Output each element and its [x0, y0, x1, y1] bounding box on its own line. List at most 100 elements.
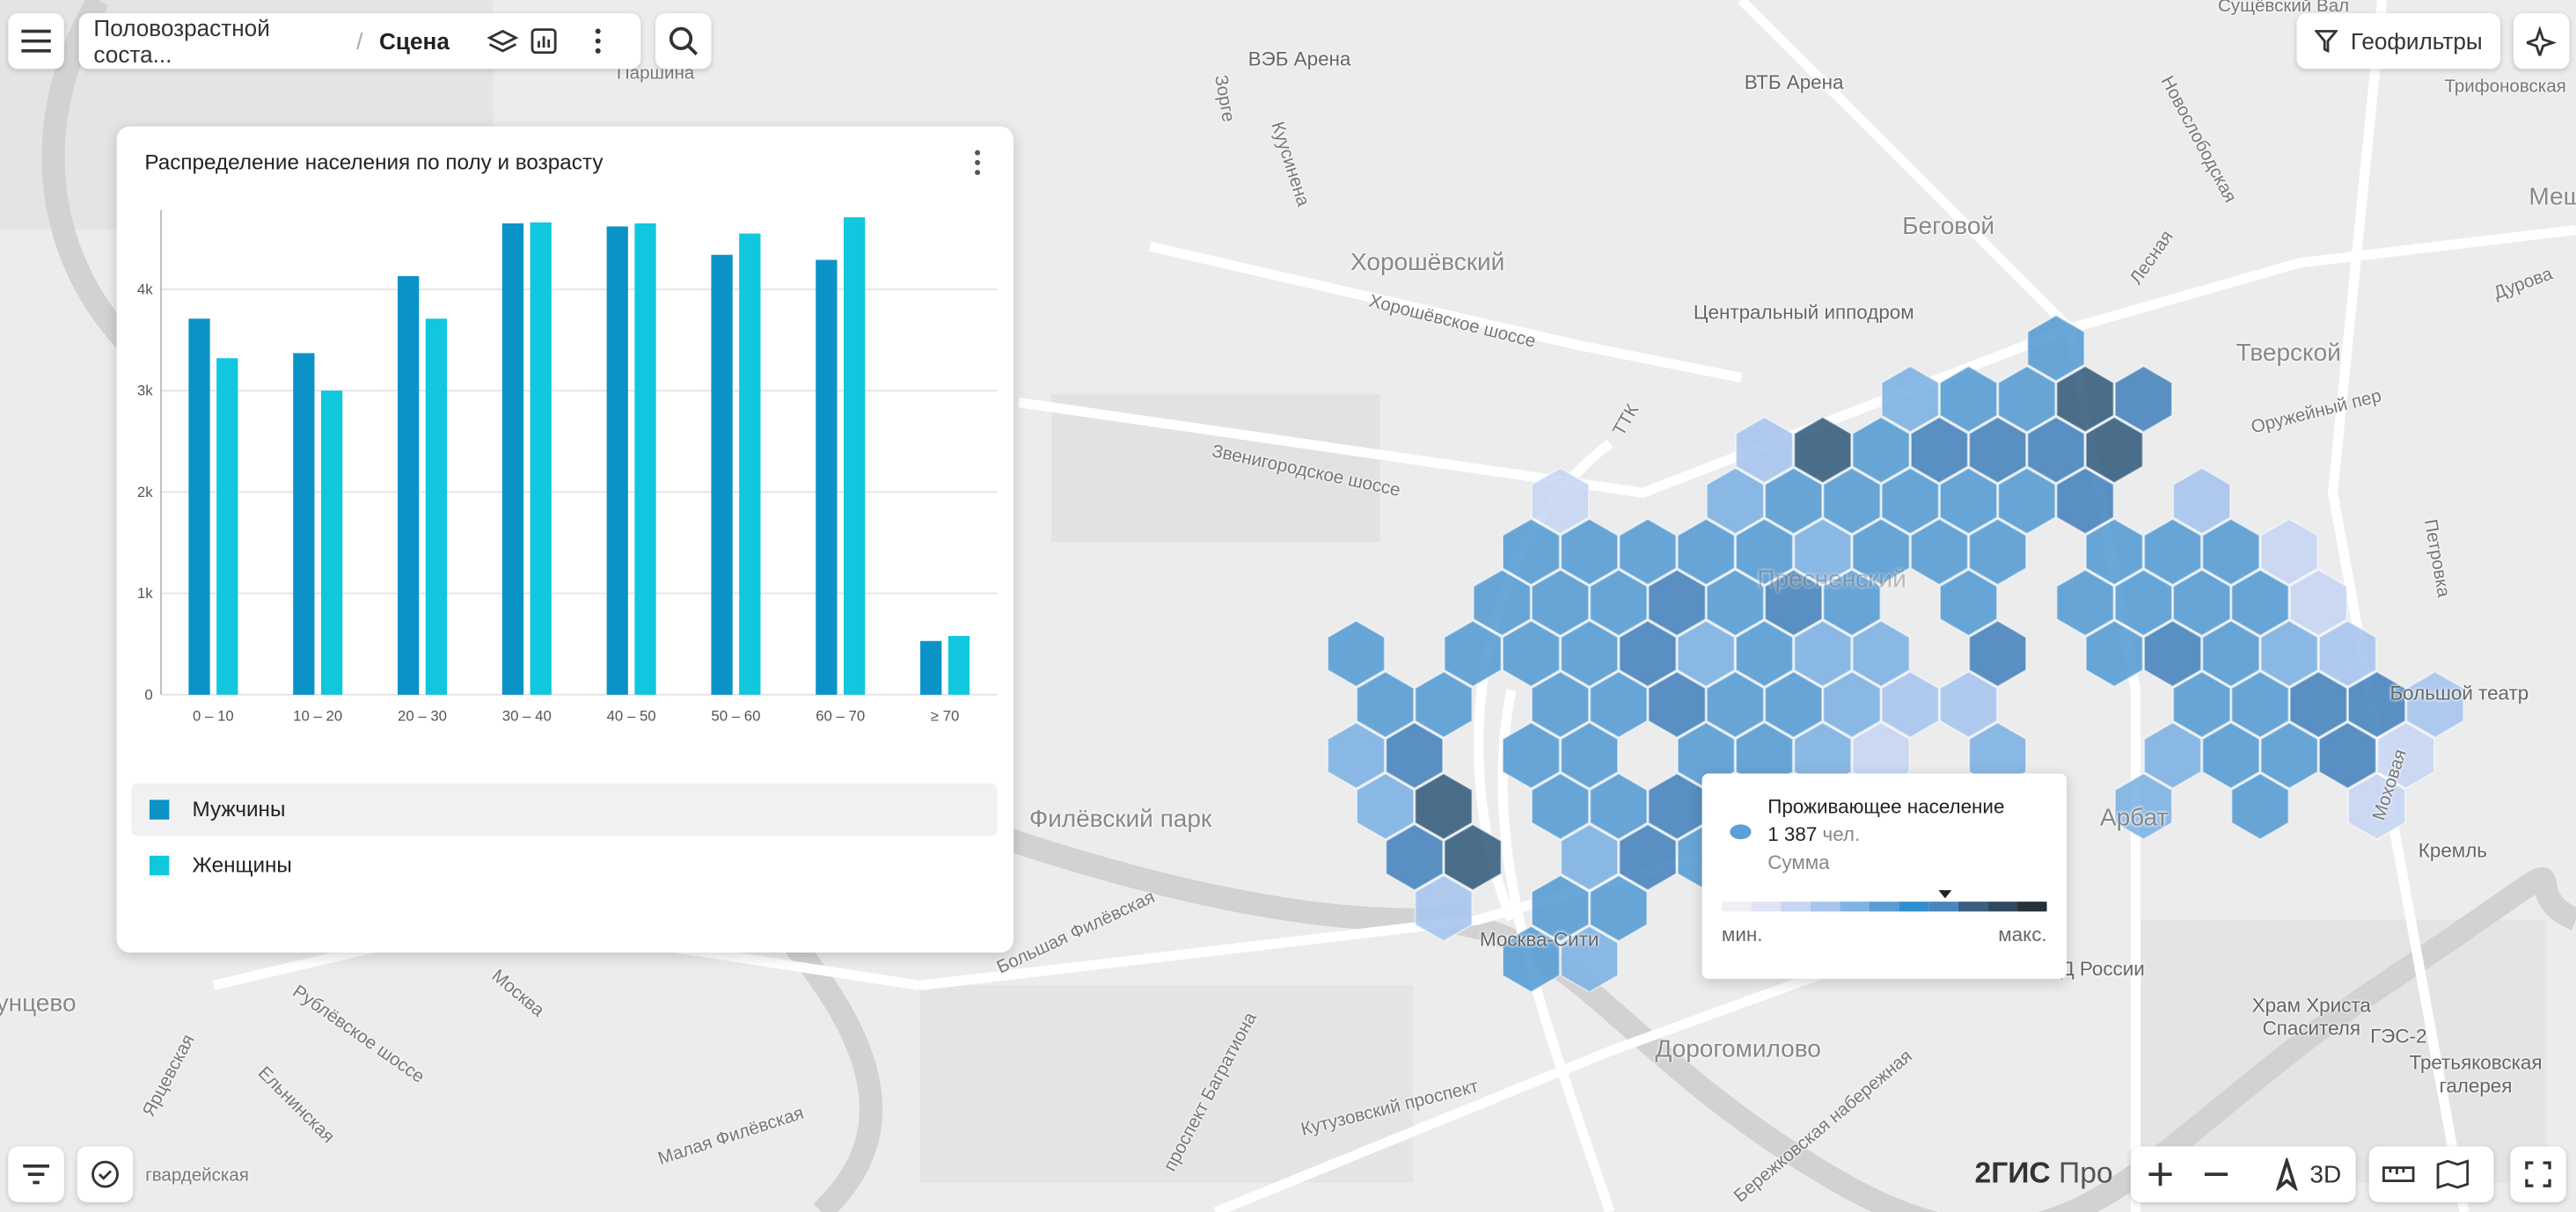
hexbin [2084, 619, 2144, 688]
hexbin [2143, 517, 2202, 586]
hexbin [1327, 721, 1386, 790]
map-label: Филёвский парк [1028, 805, 1212, 834]
hexbin [1502, 619, 1561, 688]
x-tick-label: 40 – 50 [607, 708, 656, 725]
hexbin [1502, 721, 1561, 790]
hexbin [1764, 670, 1823, 739]
ramp-step [1869, 902, 1899, 912]
bar [320, 391, 343, 695]
hexbin [2172, 568, 2231, 637]
hexbin [1531, 670, 1590, 739]
legend-item[interactable]: Мужчины [131, 783, 998, 836]
hexbin [1443, 823, 1503, 892]
breadcrumb-layer[interactable]: Половозрастной соста... [93, 14, 270, 68]
hexbin [2114, 772, 2173, 841]
hexbin [1706, 670, 1765, 739]
filter-button[interactable] [8, 1146, 64, 1202]
map-label: Кремль [2418, 839, 2487, 863]
x-tick-label: 60 – 70 [816, 708, 865, 725]
ramp-step [1721, 902, 1752, 912]
hexbin [2201, 721, 2261, 790]
bar [711, 254, 733, 695]
hexbin [2230, 772, 2290, 841]
geofilters-button[interactable]: Геофильтры [2296, 12, 2501, 69]
history-button[interactable] [77, 1146, 134, 1202]
hexbin [2084, 416, 2144, 485]
bar [188, 318, 210, 695]
hexbin [1531, 568, 1590, 637]
hexbin [1735, 517, 1794, 586]
color-scale [1721, 890, 2047, 912]
hexbin [2026, 314, 2086, 383]
bar-chart: 0 1k 2k 3k 4k 0 – 10 10 – 20 20 – 30 30 – 40 40 –… [137, 210, 998, 725]
menu-button[interactable] [8, 12, 64, 69]
hexbin [1676, 517, 1736, 586]
zoom-icons[interactable] [2146, 1157, 2318, 1191]
hexbin [1560, 517, 1619, 586]
hexbin [2376, 721, 2435, 790]
ramp-step [2017, 902, 2047, 912]
bar [501, 223, 524, 695]
hexbin [1880, 670, 1940, 739]
breadcrumb-bar: Половозрастной соста... / Сцена [78, 12, 641, 69]
map-label: Трифоновская [2444, 77, 2566, 98]
ramp-step [1928, 902, 1958, 912]
hexbin [1589, 568, 1649, 637]
bar [606, 226, 628, 695]
legend-item[interactable]: Женщины [131, 839, 997, 892]
hexbin [1385, 823, 1444, 892]
hexbin [1939, 670, 1998, 739]
search-button[interactable] [655, 12, 712, 69]
hexbin [1589, 772, 1649, 841]
hexbin [1764, 467, 1823, 535]
bar [293, 353, 315, 695]
hexbin [1910, 416, 1969, 485]
x-tick-label: 50 – 60 [711, 708, 760, 725]
hexbin [1385, 721, 1444, 790]
hexbin [1793, 517, 1853, 586]
hexbin [1560, 619, 1619, 688]
chart-menu-button[interactable] [971, 148, 984, 178]
ramp-step [1840, 902, 1870, 912]
chart-panel: Распределение населения по полу и возрас… [116, 126, 1014, 953]
hexbin [2055, 568, 2115, 637]
toolbar-icons[interactable] [486, 25, 640, 57]
tools[interactable] [2368, 1146, 2494, 1202]
hexbin [1560, 925, 1619, 993]
hexbin [2055, 467, 2115, 535]
hexbin [2201, 619, 2261, 688]
map-label: Мещ [2528, 183, 2576, 211]
map-label: ВЭБ Арена [1248, 47, 1351, 71]
map-label: Пресненский [1757, 566, 1906, 595]
x-tick-label: 20 – 30 [398, 708, 447, 725]
hexbin [1910, 517, 1969, 586]
tooltip-unit: чел. [1822, 822, 1861, 846]
hexbin [1560, 823, 1619, 892]
hexbin [2230, 670, 2290, 739]
breadcrumb-scene[interactable]: Сцена [379, 27, 450, 55]
hexbin [2172, 467, 2231, 535]
bar [530, 222, 552, 695]
tooltip-marker [1730, 824, 1752, 840]
hexbin [1939, 467, 1998, 535]
tooltip-title: Проживающее население [1767, 794, 2005, 818]
hexbin [2143, 721, 2202, 790]
chart-title: Распределение населения по полу и возрас… [144, 149, 604, 174]
map-label: Москва-Сити [1479, 928, 1599, 952]
legend-swatch [149, 799, 170, 820]
hexbin [1735, 416, 1794, 485]
ramp-step [1810, 902, 1841, 912]
breadcrumb-separator: / [356, 27, 363, 55]
y-tick-label: 1k [137, 585, 153, 602]
ai-button[interactable] [2513, 12, 2570, 69]
fullscreen-button[interactable] [2510, 1146, 2566, 1202]
y-tick-label: 3k [137, 383, 153, 399]
tooltip-aggregation: Сумма [1767, 851, 1830, 874]
map-label: Хорошёвский [1350, 248, 1505, 277]
hexbin [1414, 670, 1474, 739]
brand-name: 2ГИС [1974, 1156, 2051, 1189]
hexbin [1356, 670, 1415, 739]
three-d-button[interactable]: 3D [2309, 1160, 2342, 1188]
hexbin [1968, 619, 2027, 688]
